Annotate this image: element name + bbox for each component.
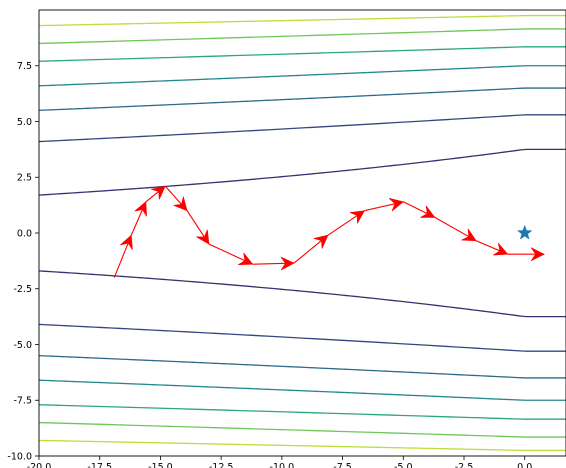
contour-line-lower-3 <box>39 355 566 379</box>
contour-line-upper-3 <box>39 87 566 111</box>
path-arrowhead-3 <box>150 185 166 200</box>
y-tick-label: 2.5 <box>17 173 32 184</box>
contour-line-upper-4 <box>39 65 566 87</box>
y-tick-label: -2.5 <box>13 284 32 295</box>
optimizer-path <box>113 185 545 278</box>
path-arrowhead-2 <box>134 201 147 217</box>
path-arrowhead-9 <box>349 210 365 224</box>
path-arrowhead-8 <box>313 234 329 249</box>
plot-frame <box>38 9 566 457</box>
x-tick-label: -17.5 <box>87 462 112 468</box>
x-tick-label: -2.5 <box>455 462 474 468</box>
x-tick-label: -10.0 <box>270 462 295 468</box>
y-tick-label: 5.0 <box>17 117 32 128</box>
x-tick-label: -20.0 <box>27 462 52 468</box>
y-tick-label: -7.5 <box>13 396 32 407</box>
path-arrowhead-11 <box>420 205 436 218</box>
y-tick-label: -5.0 <box>13 340 32 351</box>
path-arrowhead-13 <box>493 242 509 256</box>
y-axis: -10.0 -7.5 -5.0 -2.5 0.0 2.5 5.0 7.5 <box>7 61 39 462</box>
optimum-star-marker <box>516 224 533 240</box>
x-axis: -20.0 -17.5 -15.0 -12.5 -10.0 -7.5 -5.0 -2.5 0.0 <box>27 456 532 468</box>
contour-line-lower-2 <box>39 323 566 352</box>
x-tick-label: -7.5 <box>333 462 352 468</box>
path-arrowhead-10 <box>388 198 404 212</box>
contour-line-upper-5 <box>39 46 566 62</box>
path-arrowhead-7 <box>280 256 295 271</box>
contour-lines <box>39 14 566 452</box>
y-tick-label: 0.0 <box>17 228 32 239</box>
x-tick-label: -12.5 <box>209 462 234 468</box>
contour-line-lower-4 <box>39 379 566 401</box>
path-arrowhead-14 <box>530 247 545 261</box>
contour-line-lower-7 <box>39 439 566 452</box>
path-arrowhead-1 <box>120 234 133 250</box>
path-arrowhead-12 <box>461 228 477 242</box>
contour-line-upper-7 <box>39 14 566 27</box>
path-arrowhead-6 <box>238 252 254 265</box>
contour-line-upper-6 <box>39 28 566 45</box>
x-tick-label: -15.0 <box>148 462 173 468</box>
optimum-marker-layer <box>516 224 533 240</box>
x-tick-label: -5.0 <box>394 462 413 468</box>
path-arrowhead-4 <box>173 196 188 212</box>
y-tick-label: 7.5 <box>17 61 32 72</box>
contour-line-upper-1 <box>39 148 566 196</box>
y-tick-label: -10.0 <box>7 451 32 462</box>
contour-line-upper-2 <box>39 114 566 143</box>
x-tick-label: 0.0 <box>517 462 532 468</box>
contour-line-lower-1 <box>39 270 566 318</box>
contour-line-lower-6 <box>39 421 566 438</box>
path-arrowhead-5 <box>196 229 210 245</box>
contour-line-lower-5 <box>39 404 566 420</box>
